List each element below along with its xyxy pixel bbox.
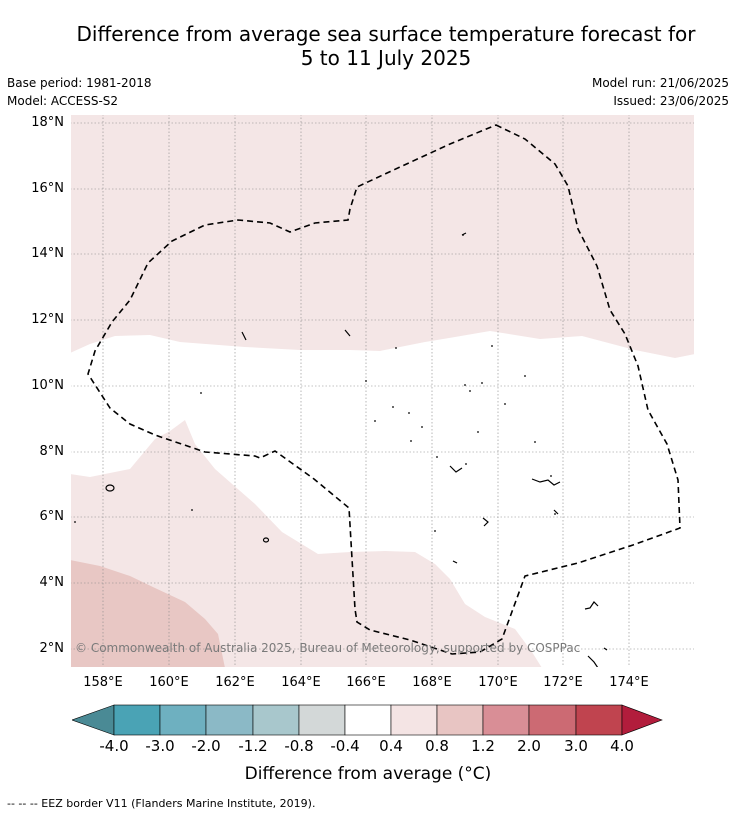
map-frame [70,114,695,668]
title-line-1: Difference from average sea surface temp… [76,22,696,46]
lat-label-6n: 6°N [39,509,65,524]
colorbar-bin-11 [575,704,623,736]
warmer-region-southwest [70,560,225,668]
lon-label-164e: 164°E [281,675,321,690]
lat-label-10n: 10°N [31,378,64,393]
colorbar-bin-9 [482,704,530,736]
copyright-notice: © Commonwealth of Australia 2025, Bureau… [75,641,581,655]
colorbar [72,704,663,736]
lon-label-174e: 174°E [609,675,649,690]
model-run: Model run: 21/06/2025 [591,76,729,90]
colorbar-tick: 1.2 [471,737,495,755]
base-period: Base period: 1981-2018 [7,76,152,90]
meta-right: Model run: 21/06/2025 Issued: 23/06/2025 [592,74,729,110]
colorbar-bin-3 [205,704,254,736]
colorbar-tick: -3.0 [145,737,175,755]
colorbar-tick: 0.8 [425,737,449,755]
lat-label-12n: 12°N [31,312,64,327]
lon-label-170e: 170°E [478,675,518,690]
colorbar-label: Difference from average (°C) [244,764,492,784]
eez-border [87,124,681,655]
lon-label-162e: 162°E [215,675,255,690]
colorbar-bin-10 [528,704,577,736]
latitude-gridlines [70,122,695,650]
lon-label-166e: 166°E [346,675,386,690]
lat-label-16n: 16°N [31,181,64,196]
title-line-2: 5 to 11 July 2025 [300,46,472,70]
warm-band-north [70,114,695,358]
colorbar-tick: -1.2 [238,737,268,755]
meta-left: Base period: 1981-2018 Model: ACCESS-S2 [7,74,152,110]
lon-label-158e: 158°E [83,675,123,690]
colorbar-tick: -0.8 [284,737,314,755]
colorbar-bin-8 [436,704,484,736]
colorbar-tick: 2.0 [517,737,541,755]
lon-label-168e: 168°E [412,675,452,690]
atoll-dots [74,234,556,532]
colorbar-bin-5 [298,704,346,736]
model-name: Model: ACCESS-S2 [7,94,119,108]
colorbar-tick: 0.4 [379,737,403,755]
colorbar-bin-7 [390,704,438,736]
colorbar-tick: -0.4 [330,737,360,755]
longitude-gridlines [102,114,630,668]
colorbar-bin-6 [344,704,392,736]
lon-label-160e: 160°E [149,675,189,690]
colorbar-tick: 4.0 [610,737,634,755]
colorbar-bin-1 [113,704,161,736]
lat-label-4n: 4°N [39,575,65,590]
colorbar-extend-high [621,704,663,736]
islands [105,232,608,668]
colorbar-tick: -2.0 [191,737,221,755]
colorbar-extend-low [72,704,115,736]
colorbar-tick: -4.0 [99,737,129,755]
lat-label-2n: 2°N [39,641,65,656]
lat-label-14n: 14°N [31,246,64,261]
map-title: Difference from average sea surface temp… [0,22,736,70]
lat-label-8n: 8°N [39,444,65,459]
sst-anomaly-map [70,114,695,668]
colorbar-bin-2 [159,704,207,736]
lon-label-172e: 172°E [543,675,583,690]
eez-footnote: -- -- -- EEZ border V11 (Flanders Marine… [7,797,316,810]
colorbar-tick: 3.0 [564,737,588,755]
colorbar-bin-4 [252,704,300,736]
issued-date: Issued: 23/06/2025 [613,94,729,108]
lat-label-18n: 18°N [31,115,64,130]
